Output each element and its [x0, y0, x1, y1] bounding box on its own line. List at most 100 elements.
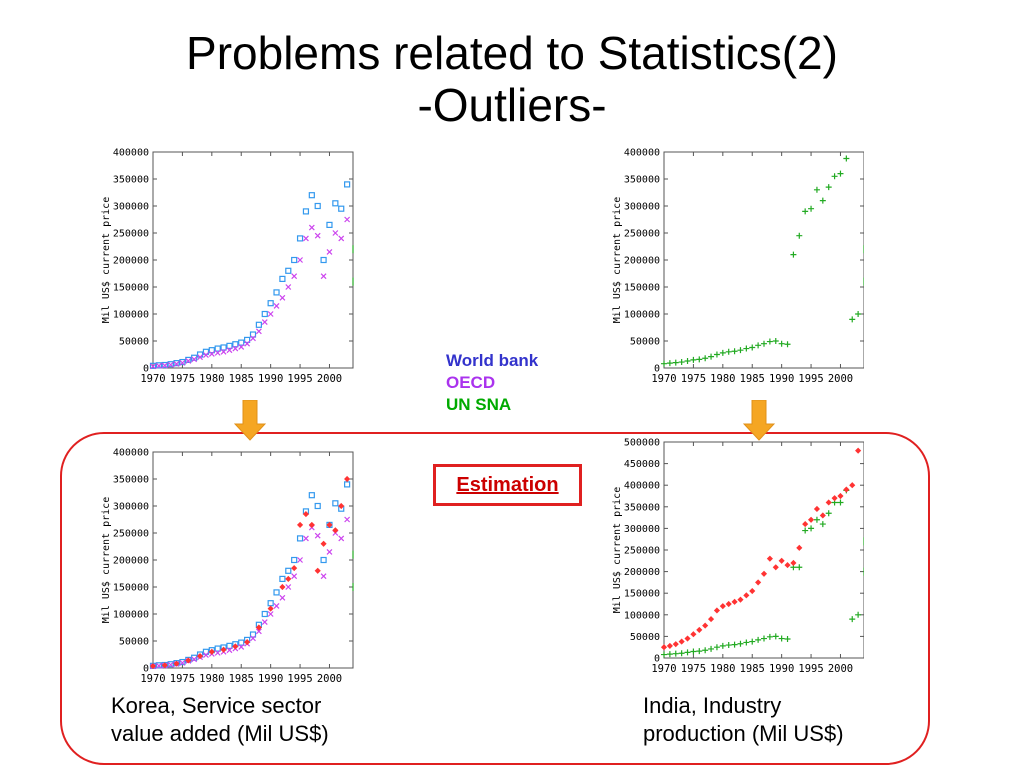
data-point-oecd: [279, 594, 286, 601]
data-point-world-bank: [208, 347, 215, 354]
y-tick-label: 150000: [624, 589, 660, 600]
y-tick-label: 0: [654, 364, 660, 375]
data-point-world-bank: [214, 645, 221, 652]
data-point-estimation: [196, 653, 204, 660]
data-point-estimation: [766, 555, 773, 562]
y-tick-label: 350000: [624, 502, 660, 513]
data-point-un-sna: [661, 651, 667, 658]
data-point-oecd: [303, 535, 309, 542]
data-point-world-bank: [320, 556, 327, 564]
data-point-world-bank: [179, 658, 186, 666]
data-point-world-bank: [244, 336, 251, 344]
x-tick-label: 1980: [199, 673, 224, 685]
y-tick-label: 50000: [119, 637, 149, 648]
data-point-oecd: [226, 347, 233, 354]
data-point-oecd: [155, 362, 162, 369]
data-point-un-sna: [784, 341, 791, 348]
data-point-oecd: [314, 532, 321, 539]
data-point-oecd: [291, 573, 298, 580]
x-tick-label: 1995: [287, 373, 312, 385]
data-point-world-bank: [296, 235, 304, 242]
y-axis-label: Mil US$ current price: [612, 487, 623, 613]
data-point-world-bank: [232, 341, 239, 348]
data-point-oecd: [291, 273, 298, 280]
data-point-estimation: [320, 540, 327, 547]
data-point-estimation: [326, 521, 333, 528]
data-point-un-sna: [713, 351, 720, 358]
data-point-un-sna: [813, 516, 820, 523]
data-point-estimation: [837, 492, 844, 500]
data-point-estimation: [302, 511, 310, 518]
data-point-oecd: [303, 235, 309, 242]
data-point-estimation: [314, 567, 321, 574]
data-point-un-sna: [702, 355, 709, 362]
data-point-oecd: [191, 656, 198, 663]
x-tick-label: 1975: [170, 373, 195, 385]
legend-item-un-sna: UN SNA: [446, 395, 512, 414]
x-tick-label: 1985: [229, 373, 254, 385]
data-point-oecd: [203, 352, 209, 358]
data-point-un-sna: [713, 644, 720, 651]
data-point-world-bank: [291, 256, 298, 264]
data-point-estimation: [690, 631, 697, 638]
y-tick-label: 400000: [113, 448, 149, 459]
data-point-world-bank: [249, 331, 257, 338]
chart-svg: 0 50000 100000 150000 200000 250000 300000 3500…: [612, 438, 864, 675]
x-tick-label: 1975: [681, 663, 706, 675]
data-point-oecd: [244, 340, 251, 347]
data-point-estimation: [232, 643, 239, 650]
x-tick-label: 2000: [317, 373, 342, 385]
estimation-label: Estimation: [456, 474, 559, 496]
y-tick-label: 50000: [630, 337, 660, 348]
data-point-oecd: [285, 584, 292, 590]
data-point-un-sna: [802, 208, 809, 215]
data-point-un-sna: [808, 525, 815, 532]
data-point-un-sna: [672, 650, 679, 657]
data-point-world-bank: [155, 662, 162, 669]
data-point-un-sna: [690, 356, 697, 363]
data-point-oecd: [155, 662, 162, 669]
y-tick-label: 150000: [113, 283, 149, 294]
data-point-oecd: [261, 619, 268, 626]
y-tick-label: 300000: [113, 502, 149, 513]
data-point-estimation: [813, 505, 821, 513]
data-point-estimation: [819, 512, 826, 519]
data-point-world-bank: [344, 181, 351, 188]
data-point-un-sna: [843, 155, 850, 162]
data-point-world-bank: [273, 589, 280, 596]
chart-svg: 0 50000 100000 150000 200000 250000 300000 3500…: [101, 148, 354, 385]
data-point-estimation: [244, 639, 251, 646]
data-point-world-bank: [249, 631, 257, 638]
data-point-un-sna: [784, 635, 791, 642]
data-point-oecd: [232, 345, 239, 352]
data-point-un-sna: [837, 499, 844, 506]
data-point-oecd: [214, 349, 221, 356]
data-point-un-sna: [725, 642, 732, 649]
chart-korea-top: 0 50000 100000 150000 200000 250000 300000 3500…: [92, 146, 362, 396]
data-point-un-sna: [684, 357, 691, 364]
data-point-world-bank: [314, 502, 321, 510]
data-point-estimation: [678, 638, 685, 645]
data-point-un-sna: [678, 359, 685, 366]
data-point-estimation: [344, 475, 351, 483]
chart-svg: 0 50000 100000 150000 200000 250000 300000 3500…: [101, 448, 354, 685]
caption-korea-line2: value added (Mil US$): [111, 721, 329, 746]
data-point-oecd: [285, 284, 292, 290]
data-point-world-bank: [273, 289, 280, 296]
data-point-estimation: [755, 579, 762, 586]
legend-item-world-bank: World bank: [446, 351, 539, 370]
data-point-un-sna: [666, 360, 673, 367]
data-point-world-bank: [267, 300, 274, 307]
x-tick-label: 1995: [287, 673, 312, 685]
y-tick-label: 450000: [624, 459, 660, 470]
data-point-un-sna: [708, 353, 715, 360]
data-point-un-sna: [778, 340, 785, 347]
data-point-oecd: [173, 361, 180, 367]
data-point-un-sna: [772, 633, 779, 640]
y-tick-label: 0: [143, 364, 149, 375]
data-point-world-bank: [149, 362, 157, 369]
data-point-estimation: [855, 447, 862, 454]
data-point-oecd: [167, 361, 174, 368]
data-point-estimation: [772, 564, 779, 571]
y-tick-label: 200000: [624, 567, 660, 578]
